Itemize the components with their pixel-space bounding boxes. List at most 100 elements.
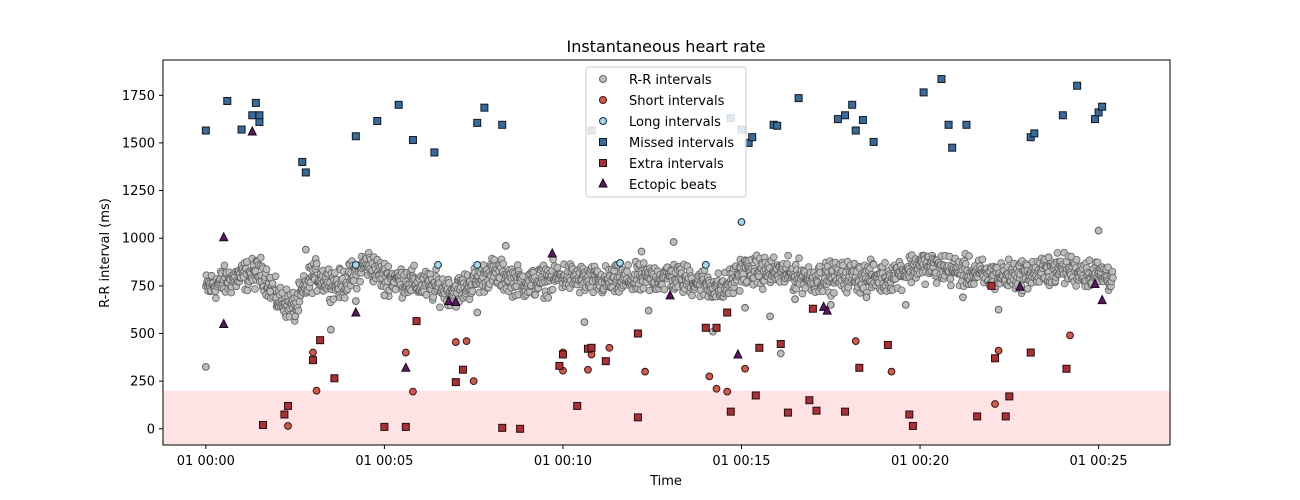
x-axis-label: Time — [649, 474, 682, 489]
ectopic-beat-point — [247, 125, 258, 136]
ectopic-beat-point — [665, 289, 675, 300]
legend-label-ectopic: Ectopic beats — [629, 178, 717, 193]
rr-interval-point — [422, 291, 431, 299]
extra-interval-point — [380, 422, 389, 431]
extra-interval-point — [587, 343, 596, 352]
long-interval-point — [737, 218, 746, 226]
legend-label-short: Short intervals — [629, 94, 725, 109]
extra-interval-point — [723, 308, 732, 317]
extra-interval-point — [726, 407, 735, 416]
rr-outlier-point — [326, 325, 335, 334]
rr-interval-point — [946, 274, 955, 283]
short-interval-point — [723, 387, 732, 396]
extra-interval-point — [401, 422, 410, 431]
rr-interval-point — [243, 286, 252, 295]
extra-interval-point — [498, 423, 507, 432]
rr-interval-point — [978, 255, 987, 264]
rr-interval-point — [352, 284, 361, 293]
missed-interval-point — [255, 111, 264, 120]
y-tick-label: 750 — [130, 279, 155, 294]
legend-marker-extra — [599, 159, 607, 167]
missed-interval-point — [937, 75, 946, 84]
rr-interval-point — [932, 279, 941, 287]
x-tick-label: 01 00:15 — [712, 454, 770, 469]
rr-interval-point — [660, 285, 669, 294]
rr-interval-point — [714, 269, 723, 278]
missed-interval-point — [919, 88, 928, 97]
long-interval-point — [616, 259, 624, 267]
missed-interval-point — [794, 94, 803, 103]
extra-interval-point — [1026, 348, 1035, 357]
extra-interval-point — [555, 361, 564, 370]
rr-interval-point — [947, 281, 955, 290]
legend-label-extra: Extra intervals — [629, 157, 724, 172]
missed-interval-point — [869, 137, 878, 146]
long-interval-point — [701, 260, 710, 269]
legend-entry-long: Long intervals — [599, 115, 721, 130]
rr-interval-point — [553, 263, 562, 272]
x-tick-label: 01 00:25 — [1070, 454, 1128, 469]
extra-interval-point — [751, 391, 760, 400]
extra-interval-point — [1005, 392, 1014, 401]
rr-outlier-point — [994, 305, 1003, 314]
rr-interval-point — [282, 285, 291, 294]
x-tick-label: 01 00:10 — [534, 454, 592, 469]
extra-interval-point — [905, 410, 914, 419]
rr-outlier-point — [580, 318, 589, 326]
rr-interval-point — [1053, 249, 1062, 257]
rr-interval-point — [921, 280, 929, 289]
rr-interval-point — [212, 294, 220, 303]
extra-interval-point — [601, 357, 610, 366]
rr-interval-point — [735, 287, 744, 295]
ectopic-beat-point — [351, 306, 361, 317]
missed-interval-point — [255, 117, 264, 126]
y-tick-label: 0 — [147, 422, 155, 437]
rr-outlier-point — [291, 312, 300, 321]
missed-interval-point — [1058, 111, 1067, 120]
rr-interval-point — [639, 259, 648, 267]
y-axis: 0 250 500 750 1000 1250 1500 1750 — [122, 89, 163, 437]
rr-interval-point — [548, 285, 557, 294]
extra-interval-point — [258, 420, 267, 429]
missed-interval-point — [848, 100, 857, 109]
rr-interval-point — [1004, 255, 1013, 264]
short-interval-point — [469, 377, 478, 386]
extra-interval-point — [712, 323, 721, 332]
rr-outlier-point — [301, 245, 310, 254]
rr-interval-point — [624, 261, 632, 269]
rr-interval-point — [769, 253, 778, 262]
ectopic-beat-point — [451, 296, 461, 307]
short-interval-point — [887, 367, 896, 376]
missed-interval-point — [373, 116, 382, 125]
ectopic-beat-point — [443, 295, 454, 306]
rr-outlier-point — [637, 247, 646, 256]
rr-outlier-point — [901, 301, 910, 309]
rr-interval-point — [256, 253, 265, 262]
legend-entry-ectopic: Ectopic beats — [598, 177, 717, 193]
legend-marker-missed — [599, 138, 607, 146]
short-interval-point — [705, 372, 714, 381]
missed-interval-point — [833, 115, 842, 124]
ectopic-beat-point — [218, 318, 229, 328]
extra-interval-point — [451, 378, 460, 387]
rr-outlier-point — [473, 308, 482, 317]
missed-interval-point — [851, 126, 860, 135]
extra-interval-point — [883, 340, 892, 349]
rr-interval-point — [1024, 284, 1032, 293]
rr-interval-point — [220, 261, 229, 270]
long-interval-point — [351, 260, 360, 269]
missed-interval-point — [948, 143, 957, 152]
short-interval-point — [584, 365, 592, 374]
ectopic-beat-point — [1090, 278, 1100, 288]
y-tick-label: 1000 — [122, 232, 155, 247]
missed-interval-point — [301, 168, 310, 177]
rr-interval-point — [830, 289, 838, 297]
extra-interval-point — [808, 304, 817, 313]
short-interval-point — [994, 346, 1003, 355]
legend-entry-extra: Extra intervals — [599, 157, 724, 172]
short-interval-point — [851, 337, 860, 346]
extra-interval-point — [308, 356, 317, 365]
legend-label-missed: Missed intervals — [629, 136, 734, 151]
extra-interval-point — [1001, 412, 1010, 421]
